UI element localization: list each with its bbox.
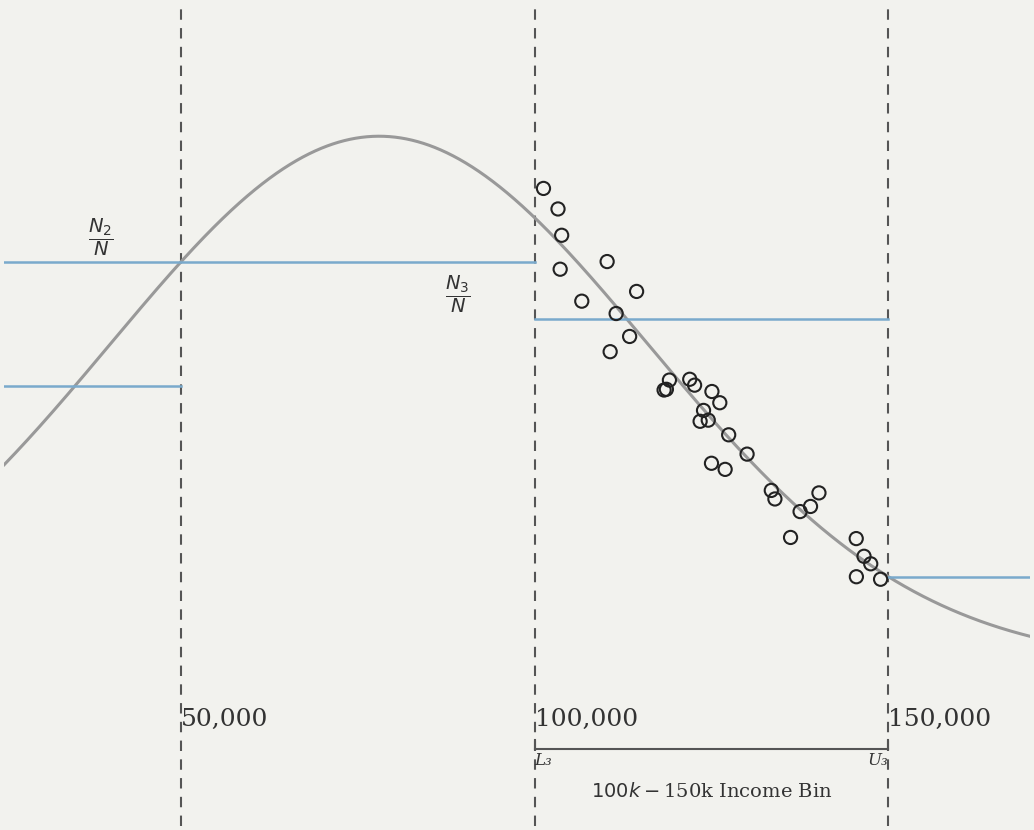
Point <box>848 532 864 545</box>
Point <box>661 374 677 387</box>
Point <box>703 457 720 470</box>
Point <box>704 385 721 398</box>
Text: 100,000: 100,000 <box>535 709 638 731</box>
Point <box>721 428 737 442</box>
Point <box>792 505 809 518</box>
Point <box>687 378 703 392</box>
Point <box>681 373 698 386</box>
Point <box>802 500 819 513</box>
Point <box>602 345 618 359</box>
Point <box>873 573 889 586</box>
Point <box>856 549 873 563</box>
Text: 50,000: 50,000 <box>181 709 269 731</box>
Point <box>862 557 879 570</box>
Point <box>848 570 864 583</box>
Point <box>766 492 783 505</box>
Point <box>700 413 717 427</box>
Point <box>553 228 570 242</box>
Text: L₃: L₃ <box>535 753 552 769</box>
Point <box>536 182 552 195</box>
Text: $100k-$150k Income Bin: $100k-$150k Income Bin <box>590 782 832 801</box>
Point <box>621 330 638 343</box>
Text: U₃: U₃ <box>868 753 888 769</box>
Text: $\dfrac{N_2}{N}$: $\dfrac{N_2}{N}$ <box>88 217 114 258</box>
Point <box>711 396 728 409</box>
Point <box>629 285 645 298</box>
Point <box>692 415 708 428</box>
Point <box>763 484 780 497</box>
Point <box>717 463 733 476</box>
Point <box>574 295 590 308</box>
Point <box>658 383 674 396</box>
Point <box>783 531 799 544</box>
Point <box>599 255 615 268</box>
Point <box>550 203 567 216</box>
Point <box>695 403 711 417</box>
Point <box>811 486 827 500</box>
Point <box>656 383 672 397</box>
Point <box>552 262 569 276</box>
Point <box>739 447 756 461</box>
Point <box>608 307 625 320</box>
Text: $\dfrac{N_3}{N}$: $\dfrac{N_3}{N}$ <box>446 274 472 315</box>
Text: 150,000: 150,000 <box>888 709 992 731</box>
